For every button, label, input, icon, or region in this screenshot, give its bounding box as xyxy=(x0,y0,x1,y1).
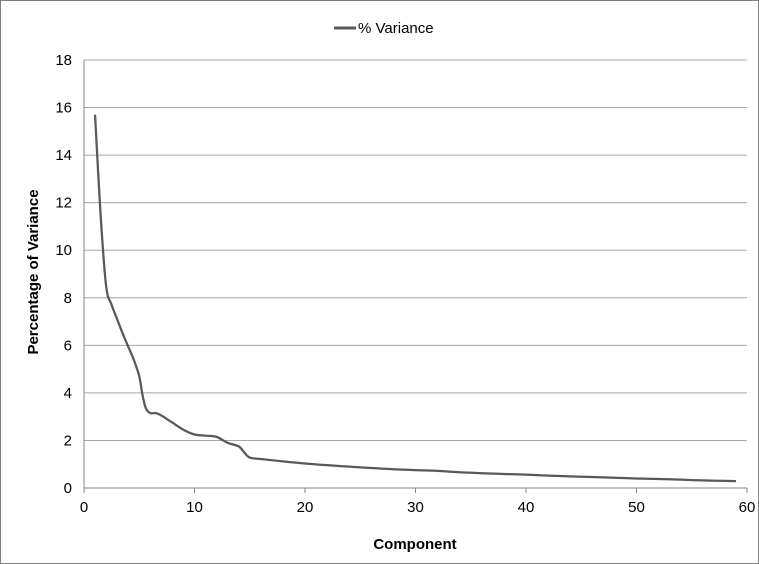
y-tick-label: 16 xyxy=(55,100,72,117)
x-tick-label: 0 xyxy=(80,499,88,516)
y-tick-label: 0 xyxy=(64,480,72,497)
y-tick-label: 8 xyxy=(64,290,72,307)
x-tick-label: 50 xyxy=(628,499,645,516)
x-tick-label: 30 xyxy=(407,499,424,516)
y-tick-label: 14 xyxy=(55,147,72,164)
x-tick-label: 10 xyxy=(186,499,203,516)
legend-label: % Variance xyxy=(358,20,434,37)
series-layer xyxy=(93,114,736,483)
y-axis-title: Percentage of Variance xyxy=(25,189,42,354)
x-tick-label: 60 xyxy=(739,499,756,516)
series-line-0 xyxy=(93,114,736,483)
x-tick-label: 40 xyxy=(518,499,535,516)
x-tick-labels: 0 10 20 30 40 50 60 xyxy=(80,499,756,516)
y-tick-label: 18 xyxy=(55,52,72,69)
y-tick-label: 12 xyxy=(55,195,72,212)
y-tick-label: 6 xyxy=(64,337,72,354)
axes xyxy=(83,60,748,493)
x-axis-title: Component xyxy=(373,536,456,553)
gridlines xyxy=(84,59,747,441)
x-tick-label: 20 xyxy=(297,499,314,516)
y-tick-labels: 0 2 4 6 8 10 12 14 16 18 xyxy=(55,52,72,497)
y-tick-label: 2 xyxy=(64,432,72,449)
legend: % Variance xyxy=(334,20,434,37)
y-tick-label: 10 xyxy=(55,242,72,259)
y-tick-label: 4 xyxy=(64,385,72,402)
